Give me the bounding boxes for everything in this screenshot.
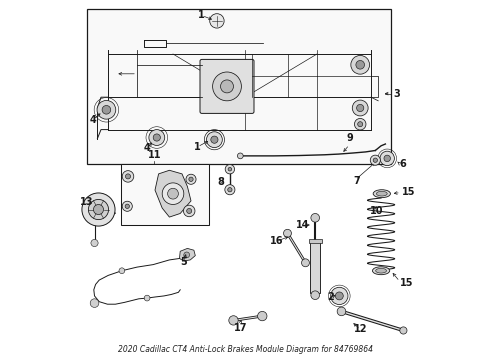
Text: 7: 7	[353, 176, 360, 186]
Circle shape	[238, 153, 243, 159]
Text: 15: 15	[400, 278, 413, 288]
Circle shape	[88, 199, 109, 220]
Circle shape	[82, 193, 115, 226]
Circle shape	[335, 292, 343, 300]
Text: 15: 15	[402, 186, 415, 197]
Text: 1: 1	[198, 10, 205, 21]
Circle shape	[125, 174, 130, 179]
Ellipse shape	[376, 191, 387, 196]
Text: 5: 5	[180, 257, 187, 267]
Circle shape	[380, 151, 394, 166]
Circle shape	[210, 14, 224, 28]
Text: 10: 10	[370, 206, 384, 216]
Text: 4: 4	[90, 114, 97, 125]
Text: 11: 11	[147, 150, 161, 160]
Ellipse shape	[373, 190, 391, 198]
Circle shape	[213, 72, 242, 101]
Circle shape	[225, 185, 235, 195]
Circle shape	[373, 158, 377, 162]
Bar	[87, 9, 391, 164]
Circle shape	[337, 307, 346, 316]
Circle shape	[153, 134, 160, 141]
Text: 6: 6	[400, 159, 407, 169]
Text: 12: 12	[353, 324, 367, 334]
Text: 4: 4	[144, 143, 150, 153]
Text: 14: 14	[296, 220, 309, 230]
Circle shape	[220, 80, 233, 93]
Circle shape	[189, 177, 193, 181]
Circle shape	[384, 155, 391, 162]
Text: 17: 17	[234, 323, 247, 333]
Circle shape	[97, 100, 116, 119]
Circle shape	[144, 295, 150, 301]
Text: 13: 13	[80, 197, 94, 207]
Ellipse shape	[376, 269, 387, 273]
Circle shape	[228, 167, 232, 171]
Circle shape	[354, 118, 366, 130]
FancyBboxPatch shape	[200, 59, 254, 113]
Bar	[309, 239, 321, 243]
Circle shape	[122, 171, 134, 182]
Circle shape	[90, 299, 99, 307]
Circle shape	[168, 188, 178, 199]
Circle shape	[211, 136, 218, 143]
Circle shape	[187, 208, 192, 213]
Polygon shape	[155, 170, 191, 217]
Circle shape	[183, 205, 195, 217]
Circle shape	[311, 291, 319, 300]
Circle shape	[102, 105, 111, 114]
Circle shape	[184, 252, 190, 258]
Circle shape	[229, 316, 238, 325]
Circle shape	[284, 229, 292, 237]
Text: 1: 1	[194, 142, 201, 152]
Circle shape	[400, 327, 407, 334]
Text: 2020 Cadillac CT4 Anti-Lock Brakes Module Diagram for 84769864: 2020 Cadillac CT4 Anti-Lock Brakes Modul…	[118, 345, 372, 354]
Circle shape	[301, 259, 310, 267]
Bar	[121, 164, 209, 225]
Circle shape	[91, 239, 98, 247]
Text: 3: 3	[393, 89, 400, 99]
Circle shape	[206, 132, 222, 148]
Circle shape	[370, 155, 380, 165]
Circle shape	[225, 165, 235, 174]
Circle shape	[125, 204, 129, 208]
Bar	[310, 241, 320, 293]
Circle shape	[162, 183, 184, 204]
Circle shape	[331, 287, 348, 305]
Circle shape	[94, 204, 103, 215]
Circle shape	[358, 122, 363, 127]
Circle shape	[119, 268, 125, 274]
Text: 16: 16	[270, 236, 283, 246]
Ellipse shape	[372, 267, 390, 275]
Circle shape	[149, 130, 165, 145]
Circle shape	[122, 201, 132, 211]
Circle shape	[357, 104, 364, 112]
Circle shape	[186, 174, 196, 184]
Text: 8: 8	[217, 177, 224, 187]
Circle shape	[356, 60, 365, 69]
Polygon shape	[179, 248, 196, 261]
Circle shape	[228, 188, 232, 192]
Text: 2: 2	[327, 292, 334, 302]
Circle shape	[351, 55, 369, 74]
Text: 9: 9	[346, 133, 353, 143]
Circle shape	[311, 213, 319, 222]
Circle shape	[258, 311, 267, 321]
Circle shape	[352, 100, 368, 116]
